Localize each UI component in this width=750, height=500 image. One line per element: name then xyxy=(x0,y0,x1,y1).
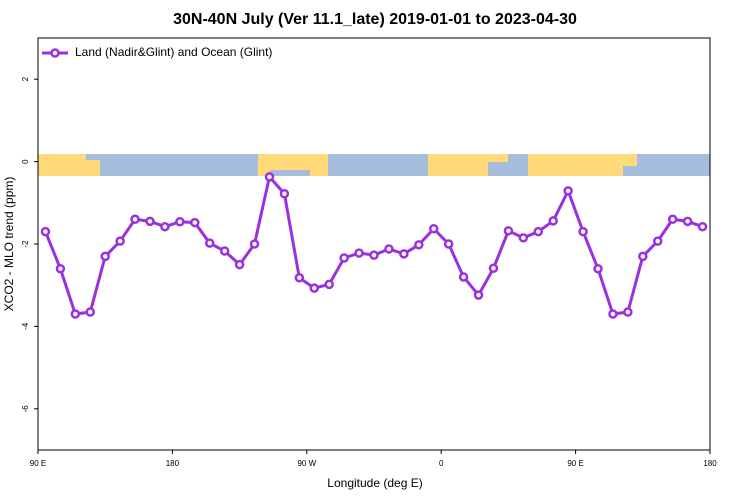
data-point xyxy=(160,221,170,232)
data-point xyxy=(219,246,230,256)
data-point xyxy=(399,249,409,259)
chart-title: 30N-40N July (Ver 11.1_late) 2019-01-01 … xyxy=(173,11,577,28)
x-tick-label: 180 xyxy=(166,459,180,468)
data-point xyxy=(130,214,140,225)
data-point xyxy=(443,239,454,249)
map-band xyxy=(38,154,710,176)
data-point xyxy=(55,263,66,274)
data-point xyxy=(324,279,334,290)
y-tick-label: 0 xyxy=(21,159,30,164)
data-point xyxy=(518,233,529,243)
data-point xyxy=(85,307,96,317)
data-point xyxy=(473,290,484,300)
data-point xyxy=(414,240,424,250)
data-point xyxy=(503,226,514,236)
plot-frame xyxy=(37,37,711,451)
x-tick-label: 90 W xyxy=(297,459,316,468)
data-point xyxy=(115,236,125,246)
y-tick-label: -6 xyxy=(21,405,30,413)
data-point xyxy=(70,309,81,319)
series-line xyxy=(44,173,704,316)
data-point xyxy=(204,238,215,248)
data-point xyxy=(608,309,618,319)
y-tick-label: -2 xyxy=(21,240,30,248)
data-point xyxy=(264,172,275,182)
x-axis-label: Longitude (deg E) xyxy=(327,476,422,490)
x-tick-label: 0 xyxy=(439,459,444,468)
data-point xyxy=(384,244,394,254)
data-point xyxy=(279,188,290,199)
data-point xyxy=(309,283,320,293)
data-point xyxy=(563,186,573,196)
x-tick-label: 180 xyxy=(703,459,717,468)
data-point xyxy=(667,214,678,225)
data-point xyxy=(623,307,633,317)
data-point xyxy=(548,216,558,226)
y-tick-label: -4 xyxy=(21,322,30,330)
data-point xyxy=(100,251,110,262)
data-point xyxy=(369,250,379,260)
x-tick-label: 90 E xyxy=(30,459,46,468)
data-point xyxy=(40,226,51,237)
data-point xyxy=(593,263,603,274)
data-point xyxy=(294,273,305,283)
data-point xyxy=(533,226,544,237)
data-point xyxy=(145,216,155,227)
data-point xyxy=(697,221,708,232)
data-point xyxy=(578,226,588,237)
data-point xyxy=(339,253,349,263)
data-point xyxy=(234,259,245,270)
y-axis-label: XCO2 - MLO trend (ppm) xyxy=(2,177,16,312)
data-point xyxy=(428,224,439,234)
data-point xyxy=(354,248,364,258)
legend-marker xyxy=(50,48,60,58)
data-point xyxy=(682,216,693,227)
legend-label: Land (Nadir&Glint) and Ocean (Glint) xyxy=(75,45,272,59)
data-point xyxy=(249,239,260,249)
data-point xyxy=(488,263,499,274)
y-tick-label: 2 xyxy=(21,76,30,81)
data-point xyxy=(175,217,185,227)
data-point xyxy=(190,217,200,228)
data-point xyxy=(458,272,469,282)
data-point xyxy=(638,251,648,262)
data-point xyxy=(652,236,663,246)
x-tick-label: 90 E xyxy=(567,459,583,468)
